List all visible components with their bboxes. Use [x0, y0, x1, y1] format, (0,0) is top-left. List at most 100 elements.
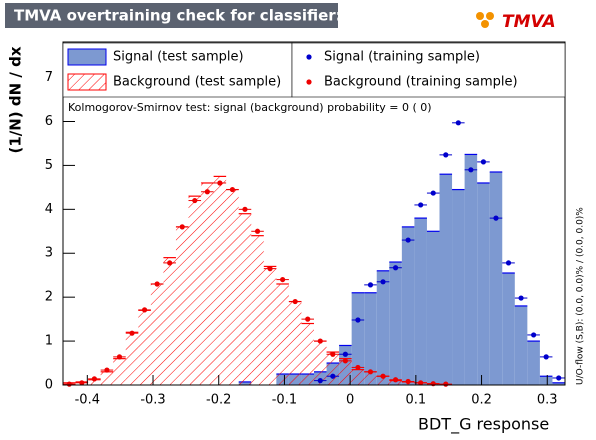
- y-tick-label: 3: [45, 246, 53, 261]
- y-tick-label: 6: [45, 114, 53, 129]
- histogram-bar: [464, 154, 478, 385]
- data-point: [355, 317, 361, 323]
- data-point: [229, 186, 236, 193]
- title-box: [5, 3, 338, 28]
- legend-marker: [306, 79, 312, 85]
- data-point: [66, 381, 72, 387]
- histogram-bar: [414, 218, 427, 385]
- chart-title: TMVA overtraining check for classifier: …: [14, 7, 401, 25]
- data-point: [179, 224, 185, 230]
- data-point: [430, 381, 436, 387]
- legend-marker: [306, 54, 312, 60]
- legend-label: Signal (training sample): [324, 50, 480, 65]
- histogram-bar: [88, 379, 101, 385]
- x-tick-label: -0.4: [75, 393, 100, 408]
- legend-label: Background (test sample): [113, 75, 281, 90]
- data-point: [342, 351, 348, 357]
- histogram-bar: [389, 262, 402, 385]
- histogram-bar: [276, 283, 289, 385]
- legend-box: [291, 42, 566, 98]
- data-point: [405, 378, 411, 385]
- ks-annotation: Kolmogorov-Smirnov test: signal (backgro…: [68, 101, 432, 114]
- data-point: [493, 215, 499, 221]
- data-point: [355, 364, 361, 371]
- histogram-bar: [527, 341, 540, 385]
- data-point: [116, 354, 123, 360]
- data-point: [129, 330, 135, 336]
- data-point: [242, 206, 248, 212]
- y-tick-label: 0: [45, 378, 53, 393]
- histogram-bar: [125, 332, 139, 385]
- histogram-bar: [138, 310, 151, 385]
- histogram-bar: [514, 305, 528, 385]
- data-point: [392, 377, 399, 383]
- x-tick-label: 0.3: [537, 393, 558, 408]
- y-axis-label: (1/N) dN / dx: [7, 46, 25, 153]
- x-tick-label: 0.2: [471, 393, 492, 408]
- data-point: [154, 281, 160, 287]
- data-point: [505, 260, 512, 266]
- data-point: [543, 354, 549, 360]
- data-point: [280, 276, 286, 283]
- histogram-bar: [150, 283, 164, 385]
- logo: TMVA: [476, 12, 556, 32]
- y-tick-label: 1: [45, 334, 53, 349]
- histogram-bar: [364, 292, 377, 385]
- histogram-bar: [238, 213, 252, 385]
- data-point: [443, 381, 449, 387]
- histogram-bar: [188, 196, 202, 385]
- data-point: [380, 373, 386, 379]
- histogram-bar: [426, 231, 440, 385]
- data-point: [480, 159, 487, 165]
- data-point: [330, 351, 336, 357]
- x-axis-label: BDT_G response: [418, 415, 549, 435]
- data-point: [556, 375, 562, 381]
- histogram-bar: [489, 171, 503, 385]
- histogram-bar: [389, 380, 402, 385]
- y-tick-label: 2: [45, 290, 53, 305]
- data-point: [141, 307, 148, 313]
- histogram-bar: [314, 341, 327, 385]
- data-point: [330, 373, 336, 379]
- overflow-note: U/O-flow (S,B): (0.0, 0.0)% / (0.0, 0.0)…: [576, 207, 586, 385]
- histogram-bar: [251, 235, 264, 385]
- histogram-bar: [263, 266, 277, 385]
- data-point: [204, 189, 210, 195]
- y-tick-label: 7: [45, 70, 53, 85]
- legend-swatch: [67, 73, 107, 91]
- logo-text: TMVA: [502, 12, 556, 32]
- data-point: [418, 202, 424, 208]
- data-point: [91, 376, 97, 382]
- data-point: [317, 338, 323, 344]
- histogram-bar: [288, 301, 302, 385]
- histogram-bar: [376, 270, 390, 385]
- data-point: [217, 180, 223, 186]
- histogram-bar: [175, 226, 189, 385]
- x-tick-label: -0.1: [272, 393, 297, 408]
- histogram-bar: [452, 189, 465, 385]
- histogram-bar: [401, 226, 415, 385]
- data-point: [418, 380, 424, 386]
- data-point: [468, 167, 474, 173]
- data-point: [317, 378, 323, 384]
- x-tick-label: -0.2: [206, 393, 231, 408]
- data-point: [167, 260, 173, 266]
- data-point: [305, 316, 311, 322]
- data-point: [443, 152, 449, 158]
- data-point: [531, 332, 537, 338]
- histogram-bar: [100, 371, 114, 385]
- x-tick-label: 0.1: [406, 393, 427, 408]
- histogram-bar: [201, 182, 214, 385]
- data-point: [104, 367, 110, 373]
- histogram-bar: [326, 352, 340, 385]
- x-tick-label: -0.3: [140, 393, 165, 408]
- data-point: [430, 190, 436, 196]
- histogram-bar: [339, 358, 352, 385]
- histogram-bar: [364, 371, 377, 385]
- data-point: [342, 358, 348, 364]
- legend-label: Background (training sample): [324, 75, 518, 90]
- data-point: [79, 380, 85, 386]
- data-point: [367, 282, 374, 288]
- histogram-bar: [113, 358, 126, 385]
